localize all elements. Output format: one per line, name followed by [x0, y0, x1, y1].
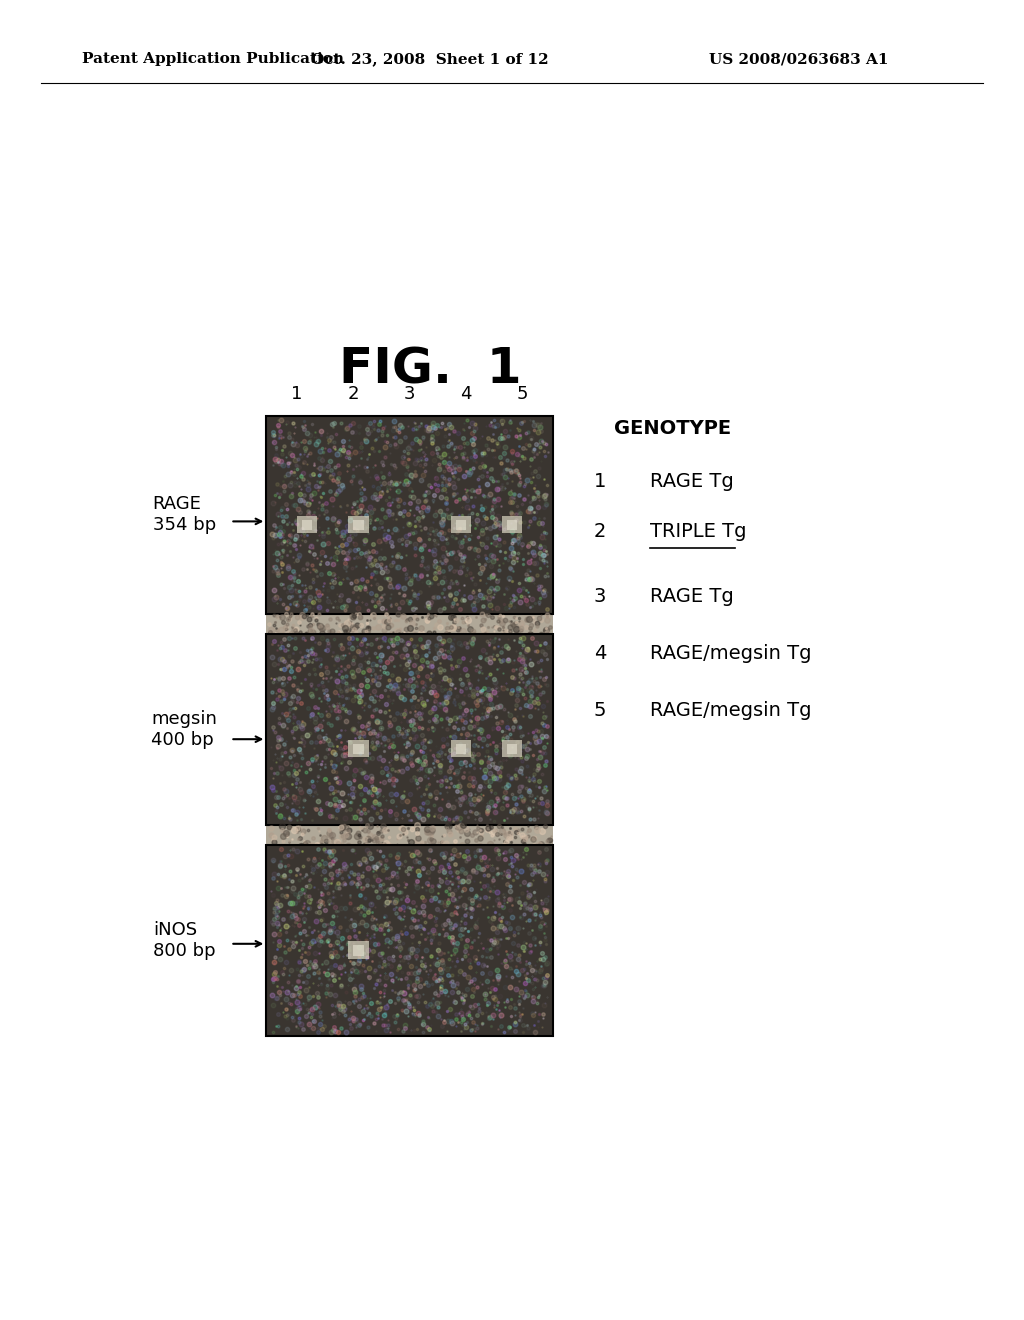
FancyBboxPatch shape [507, 520, 517, 531]
FancyBboxPatch shape [266, 614, 553, 643]
FancyBboxPatch shape [502, 739, 522, 758]
FancyBboxPatch shape [266, 825, 553, 854]
Text: RAGE/megsin Tg: RAGE/megsin Tg [650, 701, 812, 719]
FancyBboxPatch shape [266, 634, 553, 825]
FancyBboxPatch shape [507, 744, 517, 754]
Text: RAGE Tg: RAGE Tg [650, 473, 734, 491]
Text: 1: 1 [291, 384, 303, 403]
Text: Patent Application Publication: Patent Application Publication [82, 53, 344, 66]
FancyBboxPatch shape [348, 941, 369, 958]
FancyBboxPatch shape [456, 520, 466, 531]
FancyBboxPatch shape [266, 845, 553, 1036]
Text: 5: 5 [516, 384, 528, 403]
FancyBboxPatch shape [502, 516, 522, 533]
Text: RAGE Tg: RAGE Tg [650, 587, 734, 606]
Text: GENOTYPE: GENOTYPE [614, 420, 731, 438]
Text: FIG.  1: FIG. 1 [339, 346, 521, 393]
FancyBboxPatch shape [451, 516, 471, 533]
Text: 5: 5 [594, 701, 606, 719]
Text: RAGE/megsin Tg: RAGE/megsin Tg [650, 644, 812, 663]
FancyBboxPatch shape [266, 416, 553, 614]
FancyBboxPatch shape [302, 520, 312, 531]
Text: US 2008/0263683 A1: US 2008/0263683 A1 [709, 53, 889, 66]
Text: TRIPLE Tg: TRIPLE Tg [650, 523, 746, 541]
FancyBboxPatch shape [297, 516, 317, 533]
Text: 3: 3 [403, 384, 416, 403]
Text: 2: 2 [594, 523, 606, 541]
Text: iNOS
800 bp: iNOS 800 bp [153, 921, 216, 960]
FancyBboxPatch shape [456, 744, 466, 754]
Text: megsin
400 bp: megsin 400 bp [152, 710, 217, 748]
Text: RAGE
354 bp: RAGE 354 bp [153, 495, 216, 535]
Text: 1: 1 [594, 473, 606, 491]
Text: 4: 4 [594, 644, 606, 663]
Text: 4: 4 [460, 384, 472, 403]
FancyBboxPatch shape [348, 739, 369, 758]
Text: 3: 3 [594, 587, 606, 606]
FancyBboxPatch shape [348, 516, 369, 533]
Text: Oct. 23, 2008  Sheet 1 of 12: Oct. 23, 2008 Sheet 1 of 12 [311, 53, 549, 66]
FancyBboxPatch shape [353, 520, 364, 531]
FancyBboxPatch shape [451, 739, 471, 758]
FancyBboxPatch shape [353, 945, 364, 956]
Text: 2: 2 [347, 384, 359, 403]
FancyBboxPatch shape [353, 744, 364, 754]
